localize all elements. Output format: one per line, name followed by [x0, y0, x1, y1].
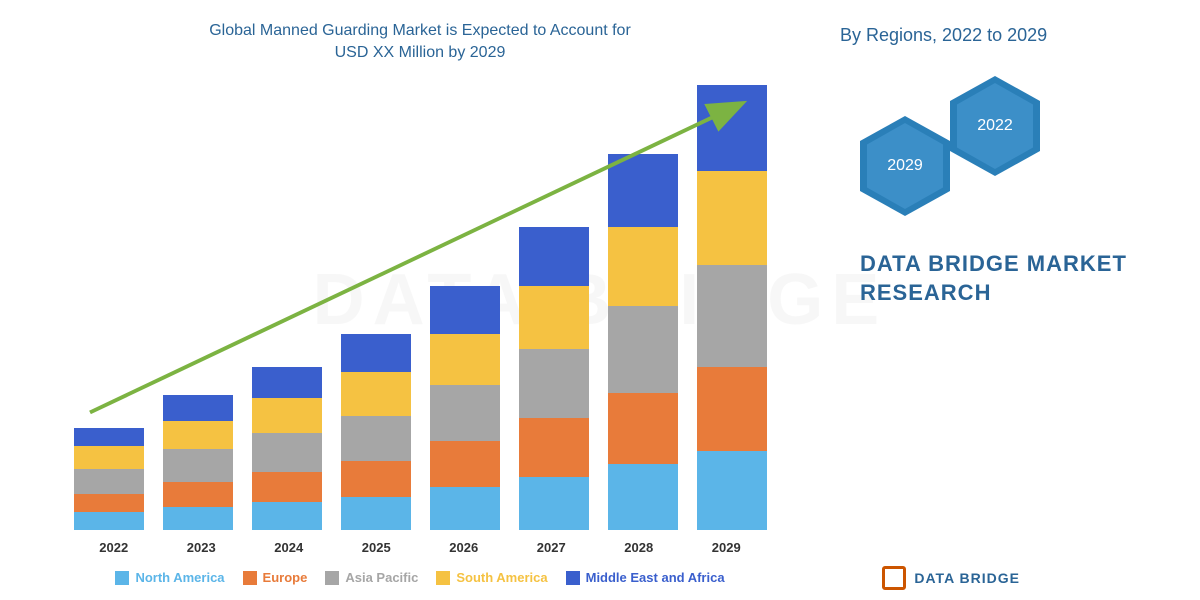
legend-label: North America [135, 570, 224, 585]
bar-group [519, 85, 589, 530]
hexagon: 2029 [860, 116, 950, 216]
bar-segment [341, 372, 411, 415]
bar-segment [519, 477, 589, 530]
hexagon-label: 2029 [887, 157, 923, 175]
bar-segment [430, 286, 500, 334]
legend-item: Asia Pacific [325, 570, 418, 585]
bar-group [341, 85, 411, 530]
chart-area: 2022 2023 2024 2025 2026 2027 2028 2029 North A… [60, 85, 780, 590]
legend-label: Europe [263, 570, 308, 585]
legend-swatch [436, 571, 450, 585]
hexagon: 2022 [950, 76, 1040, 176]
bar-segment [430, 334, 500, 385]
x-axis-label: 2028 [598, 540, 680, 555]
bar-group [74, 85, 144, 530]
chart-title-line1: Global Manned Guarding Market is Expecte… [209, 22, 631, 39]
right-panel: By Regions, 2022 to 2029 2029 2022 DATA B… [800, 0, 1200, 600]
bar-segment [163, 482, 233, 507]
bar-segment [74, 446, 144, 469]
bar-segment [163, 507, 233, 530]
legend-swatch [566, 571, 580, 585]
chart-title: Global Manned Guarding Market is Expecte… [60, 20, 780, 65]
bar-segment [519, 227, 589, 286]
chart-title-line2: USD XX Million by 2029 [335, 44, 506, 61]
bar-segment [341, 416, 411, 462]
bar-segment [252, 398, 322, 434]
bar-segment [608, 306, 678, 392]
x-axis-label: 2024 [248, 540, 330, 555]
legend-swatch [243, 571, 257, 585]
x-axis-label: 2023 [160, 540, 242, 555]
bar-segment [608, 464, 678, 530]
bar-group [252, 85, 322, 530]
x-axis-label: 2026 [423, 540, 505, 555]
bar-segment [519, 349, 589, 418]
bar-segment [341, 334, 411, 372]
bar-group [430, 85, 500, 530]
bar-segment [697, 85, 767, 171]
bar-segment [74, 494, 144, 512]
legend-item: Europe [243, 570, 308, 585]
legend-item: South America [436, 570, 547, 585]
bar-segment [697, 265, 767, 367]
legend-item: Middle East and Africa [566, 570, 725, 585]
bar-segment [697, 171, 767, 265]
bar-group [608, 85, 678, 530]
legend: North America Europe Asia Pacific South Ame… [60, 570, 780, 585]
hexagons-group: 2029 2022 [860, 76, 1180, 236]
chart-section: Global Manned Guarding Market is Expecte… [0, 0, 800, 600]
bar-segment [74, 512, 144, 530]
bar-segment [74, 428, 144, 446]
bar-segment [608, 393, 678, 464]
bar-segment [252, 367, 322, 398]
plot-region [60, 85, 780, 530]
main-container: Global Manned Guarding Market is Expecte… [0, 0, 1200, 600]
legend-label: South America [456, 570, 547, 585]
hexagon-label: 2022 [977, 117, 1013, 135]
bar-segment [252, 433, 322, 471]
bar-segment [163, 395, 233, 420]
x-axis-label: 2025 [335, 540, 417, 555]
bar-segment [697, 451, 767, 530]
legend-swatch [325, 571, 339, 585]
bar-segment [430, 487, 500, 530]
bar-segment [697, 367, 767, 451]
bars-container [60, 85, 780, 530]
x-axis-label: 2029 [685, 540, 767, 555]
bar-segment [608, 227, 678, 306]
brand-line1: DATA BRIDGE MARKET [860, 251, 1127, 276]
brand-text: DATA BRIDGE MARKET RESEARCH [860, 250, 1127, 307]
bar-segment [74, 469, 144, 494]
legend-label: Middle East and Africa [586, 570, 725, 585]
bar-segment [163, 449, 233, 482]
legend-swatch [115, 571, 129, 585]
bar-segment [430, 385, 500, 441]
bar-segment [341, 461, 411, 497]
bar-segment [430, 441, 500, 487]
x-axis-label: 2027 [510, 540, 592, 555]
brand-line2: RESEARCH [860, 280, 991, 305]
legend-label: Asia Pacific [345, 570, 418, 585]
bar-segment [163, 421, 233, 449]
bar-group [163, 85, 233, 530]
bar-segment [519, 286, 589, 350]
bar-group [697, 85, 767, 530]
bar-segment [341, 497, 411, 530]
x-axis-label: 2022 [73, 540, 155, 555]
legend-item: North America [115, 570, 224, 585]
bar-segment [252, 472, 322, 503]
bar-segment [252, 502, 322, 530]
bar-segment [519, 418, 589, 477]
bar-segment [608, 154, 678, 228]
regions-title: By Regions, 2022 to 2029 [840, 25, 1180, 46]
x-axis-labels: 2022 2023 2024 2025 2026 2027 2028 2029 [60, 540, 780, 555]
